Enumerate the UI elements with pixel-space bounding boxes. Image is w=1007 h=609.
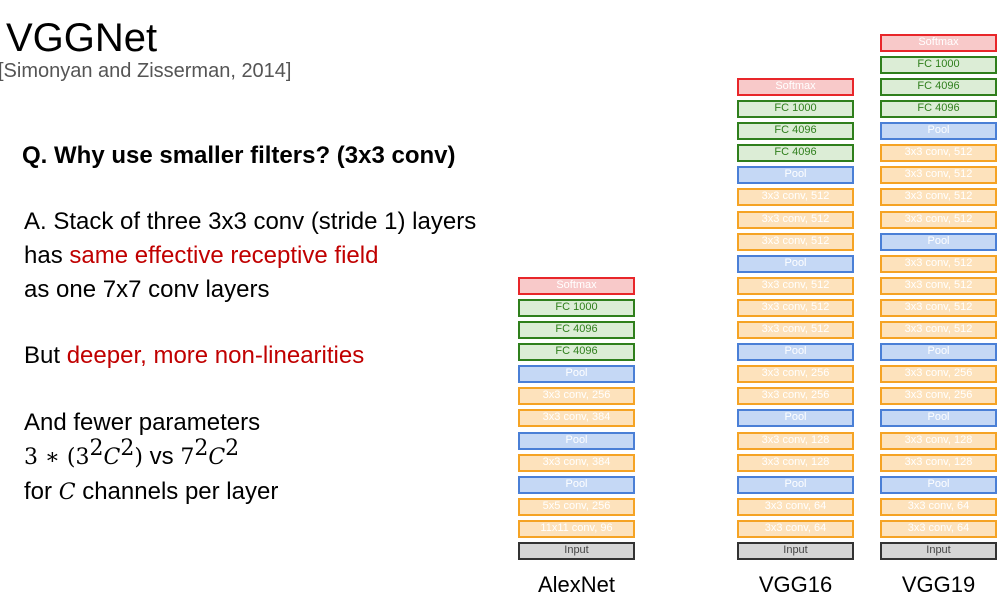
layer-pool: Pool <box>518 475 635 494</box>
expr-c-b: C <box>208 445 226 470</box>
slide-title: VGGNet <box>6 16 158 60</box>
layer-pool: Pool <box>737 343 854 362</box>
layer-conv: 3x3 conv, 512 <box>880 144 997 163</box>
layer-conv: 3x3 conv, 384 <box>518 453 635 472</box>
layer-fc: FC 4096 <box>737 122 854 141</box>
layer-conv: 3x3 conv, 128 <box>880 453 997 472</box>
layer-conv: 3x3 conv, 64 <box>880 497 997 516</box>
layer-conv: 11x11 conv, 96 <box>518 519 635 538</box>
layer-fc: FC 1000 <box>737 100 854 118</box>
answer-paragraph: A. Stack of three 3x3 conv (stride 1) la… <box>24 205 476 307</box>
layer-conv: 3x3 conv, 512 <box>880 276 997 295</box>
layer-pool: Pool <box>737 254 854 273</box>
answer-line-2: has same effective receptive field <box>24 239 476 273</box>
for-prefix: for <box>24 478 59 505</box>
layer-conv: 3x3 conv, 512 <box>737 298 854 317</box>
layer-pool: Pool <box>880 343 997 362</box>
but-prefix: But <box>24 342 67 369</box>
question-heading: Q. Why use smaller filters? (3x3 conv) <box>22 142 456 169</box>
layer-conv: 3x3 conv, 128 <box>737 453 854 472</box>
expr-c-a: C <box>103 445 121 470</box>
but-paragraph: But deeper, more non-linearities <box>24 339 364 373</box>
expr-seven: 7 <box>180 445 195 470</box>
layer-conv: 3x3 conv, 128 <box>737 431 854 450</box>
network-label: AlexNet <box>537 572 616 597</box>
layer-fc: FC 1000 <box>880 55 997 74</box>
expr-c-c: C <box>58 480 76 505</box>
layer-conv: 3x3 conv, 256 <box>518 387 635 406</box>
layer-conv: 3x3 conv, 512 <box>880 188 997 207</box>
layer-softmax: Softmax <box>737 77 854 96</box>
layer-conv: 3x3 conv, 64 <box>737 519 854 538</box>
layer-conv: 3x3 conv, 512 <box>737 210 854 229</box>
layer-conv: 3x3 conv, 256 <box>880 365 997 384</box>
layer-pool: Pool <box>880 409 997 428</box>
layer-pool: Pool <box>880 122 997 141</box>
layer-pool: Pool <box>518 365 635 384</box>
network-label: VGG16 <box>758 572 833 597</box>
layer-fc: FC 1000 <box>518 298 635 317</box>
layer-conv: 3x3 conv, 512 <box>737 276 854 295</box>
layer-softmax: Softmax <box>880 33 997 52</box>
layer-conv: 3x3 conv, 512 <box>880 166 997 185</box>
layer-fc: FC 4096 <box>518 321 635 339</box>
expr-close: ) <box>134 445 143 470</box>
layer-conv: 3x3 conv, 512 <box>880 254 997 273</box>
layer-input: Input <box>518 542 635 560</box>
layer-conv: 3x3 conv, 512 <box>737 232 854 251</box>
layer-pool: Pool <box>737 409 854 428</box>
layer-pool: Pool <box>737 166 854 185</box>
expr-exp-a: 2 <box>89 436 104 461</box>
layer-input: Input <box>737 542 854 560</box>
fewer-line-1: And fewer parameters <box>24 409 261 436</box>
citation: [Simonyan and Zisserman, 2014] <box>0 60 292 82</box>
layer-input: Input <box>880 542 997 560</box>
channels-line: for C channels per layer <box>24 475 278 510</box>
for-suffix: channels per layer <box>75 478 279 505</box>
expr-exp-b: 2 <box>120 436 135 461</box>
expr-exp-c: 2 <box>194 436 209 461</box>
layer-conv: 3x3 conv, 256 <box>737 387 854 406</box>
layer-conv: 3x3 conv, 64 <box>880 519 997 538</box>
receptive-field-highlight: same effective receptive field <box>69 242 379 269</box>
layer-softmax: Softmax <box>518 276 635 295</box>
layer-conv: 3x3 conv, 128 <box>880 431 997 450</box>
layer-conv: 3x3 conv, 512 <box>737 321 854 339</box>
layer-conv: 3x3 conv, 512 <box>880 210 997 229</box>
layer-conv: 3x3 conv, 64 <box>737 497 854 516</box>
layer-fc: FC 4096 <box>518 343 635 362</box>
expr-exp-d: 2 <box>225 436 240 461</box>
layer-conv: 5x5 conv, 256 <box>518 497 635 516</box>
layer-pool: Pool <box>737 475 854 494</box>
layer-conv: 3x3 conv, 512 <box>880 298 997 317</box>
answer-line-2-prefix: has <box>24 242 70 269</box>
layer-fc: FC 4096 <box>737 144 854 163</box>
layer-conv: 3x3 conv, 512 <box>737 188 854 207</box>
answer-line-3: as one 7x7 conv layers <box>24 276 270 303</box>
fewer-paragraph: And fewer parameters 3 ∗ (32C2) vs 72C2 … <box>24 406 278 510</box>
nonlinearities-highlight: deeper, more non-linearities <box>66 342 365 369</box>
expr-vs: vs <box>142 443 181 470</box>
layer-conv: 3x3 conv, 256 <box>737 365 854 384</box>
network-label: VGG19 <box>901 572 976 597</box>
answer-line-1: A. Stack of three 3x3 conv (stride 1) la… <box>24 208 477 235</box>
layer-conv: 3x3 conv, 256 <box>880 387 997 406</box>
layer-fc: FC 4096 <box>880 77 997 96</box>
layer-pool: Pool <box>518 431 635 450</box>
param-expression: 3 ∗ (32C2) vs 72C2 <box>24 438 278 475</box>
layer-fc: FC 4096 <box>880 100 997 118</box>
layer-pool: Pool <box>880 475 997 494</box>
layer-conv: 3x3 conv, 512 <box>880 321 997 339</box>
layer-pool: Pool <box>880 232 997 251</box>
expr-left: 3 ∗ (3 <box>24 445 90 470</box>
layer-conv: 3x3 conv, 384 <box>518 409 635 428</box>
